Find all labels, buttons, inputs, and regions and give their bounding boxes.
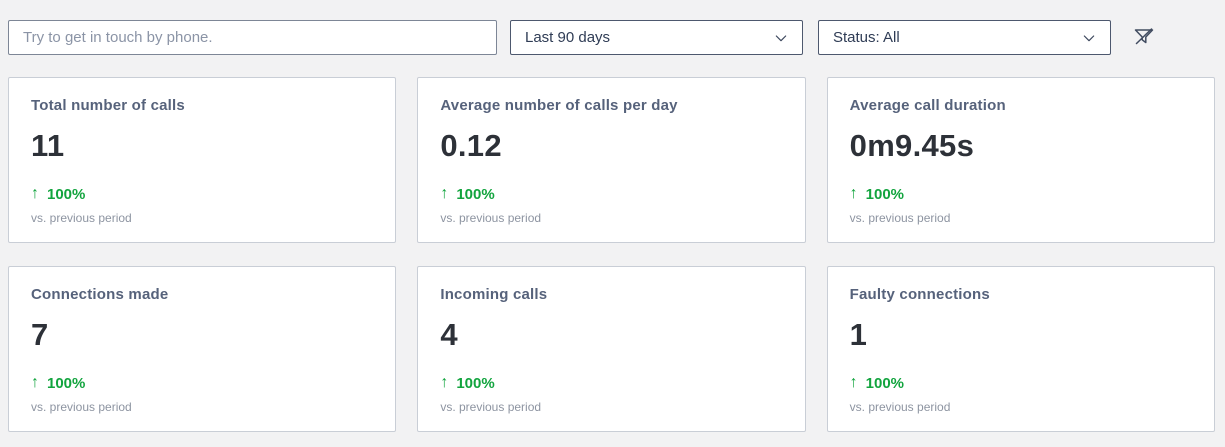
stat-card-connections-made: Connections made 7 ↑ 100% vs. previous p…: [8, 266, 397, 432]
stat-card-comparison: vs. previous period: [440, 211, 542, 225]
stat-card-title: Connections made: [31, 286, 169, 303]
arrow-up-icon: ↑: [440, 374, 449, 391]
period-select[interactable]: Last 90 days: [510, 20, 803, 55]
stat-card-total-calls: Total number of calls 11 ↑ 100% vs. prev…: [8, 77, 397, 243]
stats-grid: Total number of calls 11 ↑ 100% vs. prev…: [0, 55, 1225, 432]
stat-card-avg-calls-per-day: Average number of calls per day 0.12 ↑ 1…: [417, 77, 806, 243]
stat-card-delta: ↑ 100%: [31, 374, 373, 392]
search-input[interactable]: [8, 20, 497, 55]
stat-card-comparison: vs. previous period: [31, 400, 132, 414]
stat-card-title: Average number of calls per day: [440, 97, 678, 114]
chevron-down-icon: [773, 30, 789, 46]
stat-card-delta: ↑ 100%: [440, 374, 782, 392]
stat-card-value: 1: [849, 317, 868, 352]
stat-card-delta-value: 100%: [47, 374, 86, 392]
stat-card-delta: ↑ 100%: [850, 374, 1192, 392]
stat-card-delta-value: 100%: [865, 374, 905, 392]
stat-card-delta: ↑ 100%: [31, 185, 373, 203]
stat-card-value: 7: [31, 317, 49, 352]
filter-off-icon: [1132, 24, 1156, 51]
stat-card-delta-value: 100%: [456, 185, 495, 203]
stat-card-title: Faulty connections: [849, 286, 990, 303]
stat-card-value: 4: [440, 317, 458, 352]
arrow-up-icon: ↑: [31, 374, 39, 391]
stat-card-comparison: vs. previous period: [31, 211, 132, 225]
arrow-up-icon: ↑: [31, 185, 39, 202]
stat-card-title: Incoming calls: [440, 286, 548, 303]
stat-card-delta: ↑ 100%: [850, 185, 1192, 203]
status-select[interactable]: Status: All: [818, 20, 1111, 55]
stat-card-delta-value: 100%: [456, 374, 495, 392]
stat-card-comparison: vs. previous period: [849, 211, 951, 225]
stat-card-delta: ↑ 100%: [440, 185, 782, 203]
stat-card-value: 0m9.45s: [849, 128, 975, 163]
stat-card-incoming-calls: Incoming calls 4 ↑ 100% vs. previous per…: [417, 266, 806, 432]
status-select-value: Status: All: [833, 29, 900, 46]
period-select-value: Last 90 days: [525, 29, 611, 46]
stat-card-comparison: vs. previous period: [849, 400, 951, 414]
clear-filters-button[interactable]: [1130, 24, 1158, 52]
stat-card-value: 11: [31, 128, 65, 163]
arrow-up-icon: ↑: [849, 185, 858, 202]
stat-card-faulty-connections: Faulty connections 1 ↑ 100% vs. previous…: [826, 266, 1215, 432]
stat-card-delta-value: 100%: [47, 185, 86, 203]
chevron-down-icon: [1081, 30, 1097, 46]
stat-card-title: Average call duration: [849, 97, 1006, 114]
stat-card-value: 0.12: [440, 128, 502, 163]
arrow-up-icon: ↑: [440, 185, 449, 202]
arrow-up-icon: ↑: [849, 374, 858, 391]
stat-card-title: Total number of calls: [31, 97, 185, 114]
stat-card-avg-call-duration: Average call duration 0m9.45s ↑ 100% vs.…: [826, 77, 1215, 243]
stat-card-comparison: vs. previous period: [440, 400, 542, 414]
stat-card-delta-value: 100%: [865, 185, 905, 203]
filter-bar: Last 90 days Status: All: [0, 0, 1225, 55]
